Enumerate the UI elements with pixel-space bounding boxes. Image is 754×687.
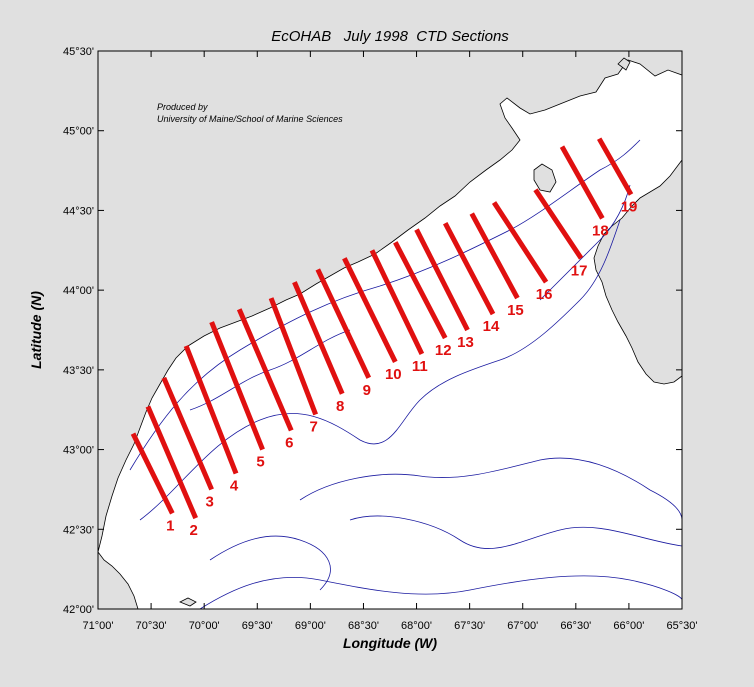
y-tick-label: 43°00' (63, 445, 94, 457)
ctd-section-19 (597, 137, 634, 196)
x-tick-label: 71°00' (83, 620, 114, 632)
contour-shelf-edge (199, 575, 683, 610)
land-masses (97, 50, 683, 610)
ctd-section-4 (183, 345, 239, 475)
x-tick-label: 70°00' (189, 620, 220, 632)
ctd-section-6 (236, 308, 294, 432)
ctd-section-10 (342, 257, 398, 363)
y-axis-ticks: 42°00' 42°30' 43°00' 43°30' 44°00' 44°30' 45°0… (63, 46, 682, 616)
x-axis-ticks: 71°00' 70°30' 70°00' 69°30' 69°00' 68°30' 68°0… (83, 51, 698, 632)
y-tick-label: 42°30' (63, 524, 94, 536)
contour-georges (299, 457, 683, 521)
y-tick-label: 45°30' (63, 46, 94, 58)
ctd-section-label-5: 5 (256, 454, 264, 471)
x-tick-label: 70°30' (136, 620, 167, 632)
x-axis-label: Longitude (W) (343, 635, 437, 651)
x-tick-label: 67°00' (507, 620, 538, 632)
contour-200m (139, 219, 621, 521)
ctd-section-14 (443, 222, 496, 316)
x-tick-label: 68°30' (348, 620, 379, 632)
x-tick-label: 65°30' (667, 620, 698, 632)
ctd-section-15 (469, 212, 520, 300)
land-nova-scotia (593, 158, 683, 385)
ctd-section-label-14: 14 (483, 318, 500, 335)
ctd-section-8 (292, 281, 345, 395)
map-frame (97, 50, 683, 610)
ctd-section-2 (145, 405, 198, 520)
ctd-section-13 (414, 228, 470, 332)
y-tick-label: 43°30' (63, 365, 94, 377)
x-tick-label: 66°30' (560, 620, 591, 632)
ctd-section-label-12: 12 (435, 342, 452, 359)
ctd-section-16 (491, 201, 549, 284)
ctd-section-1 (130, 432, 175, 515)
ctd-section-11 (369, 249, 425, 355)
ctd-section-label-10: 10 (385, 366, 402, 383)
land-small-island (617, 57, 631, 71)
ctd-section-label-8: 8 (336, 398, 344, 415)
contour-inner (189, 329, 351, 411)
ctd-section-9 (315, 268, 372, 379)
ctd-section-label-19: 19 (621, 198, 638, 215)
ctd-section-label-2: 2 (190, 522, 198, 539)
credit-line-2: University of Maine/School of Marine Sci… (157, 114, 343, 124)
y-tick-label: 45°00' (63, 126, 94, 138)
ctd-section-label-13: 13 (457, 334, 474, 351)
plot-border (97, 50, 683, 610)
ctd-section-17 (533, 188, 584, 260)
land-nantucket (179, 597, 197, 607)
x-tick-label: 69°30' (242, 620, 273, 632)
ctd-section-label-3: 3 (205, 493, 213, 510)
ctd-section-18 (559, 145, 605, 220)
ctd-section-label-6: 6 (285, 434, 293, 451)
map-title: EcOHAB July 1998 CTD Sections (271, 28, 509, 45)
ctd-section-label-1: 1 (166, 517, 174, 534)
ctd-section-5 (209, 321, 265, 451)
contour-fundy (539, 184, 631, 301)
x-tick-label: 66°00' (613, 620, 644, 632)
ctd-section-label-15: 15 (507, 302, 524, 319)
y-tick-label: 44°00' (63, 285, 94, 297)
y-tick-label: 44°30' (63, 205, 94, 217)
contour-georges-2 (349, 515, 683, 549)
ctd-section-label-17: 17 (571, 262, 588, 279)
ctd-section-label-9: 9 (363, 382, 371, 399)
ctd-section-label-16: 16 (536, 286, 553, 303)
y-axis-label: Latitude (N) (28, 291, 44, 369)
ctd-section-label-4: 4 (230, 477, 239, 494)
x-tick-label: 69°00' (295, 620, 326, 632)
ctd-section-label-11: 11 (412, 358, 428, 375)
ctd-section-label-18: 18 (592, 222, 609, 239)
x-tick-label: 68°00' (401, 620, 432, 632)
contour-basin (209, 535, 331, 591)
ctd-section-label-7: 7 (310, 418, 318, 435)
land-grand-manan (533, 163, 557, 193)
credit-line-1: Produced by (157, 102, 208, 112)
credit-block: Produced by University of Maine/School o… (157, 102, 343, 124)
ctd-section-12 (393, 241, 448, 340)
y-tick-label: 42°00' (63, 604, 94, 616)
x-tick-label: 67°30' (454, 620, 485, 632)
ctd-section-7 (268, 297, 319, 416)
ctd-section-3 (161, 376, 214, 491)
